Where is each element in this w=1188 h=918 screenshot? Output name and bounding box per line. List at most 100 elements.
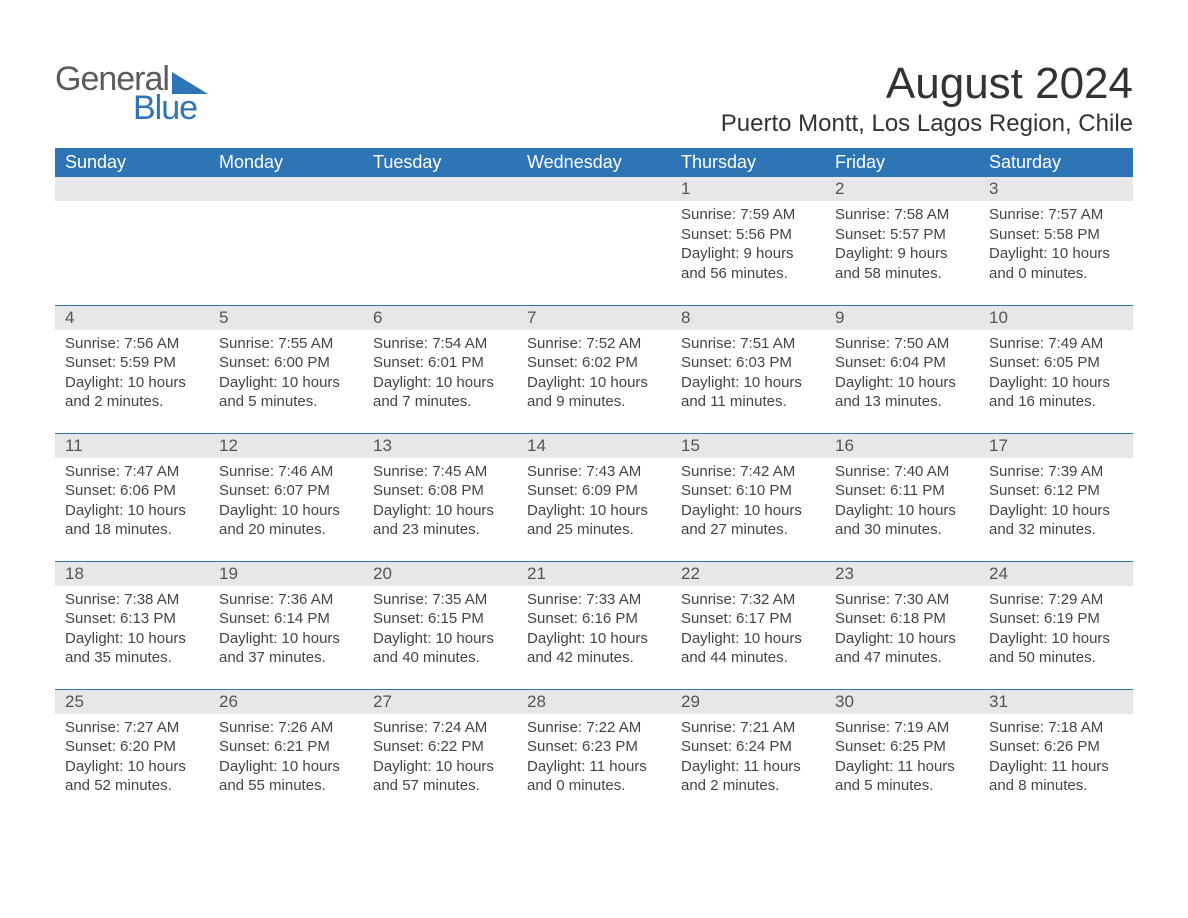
calendar-cell: 21Sunrise: 7:33 AMSunset: 6:16 PMDayligh… — [517, 561, 671, 689]
sunset-line: Sunset: 6:08 PM — [373, 481, 507, 501]
sunset-line: Sunset: 6:02 PM — [527, 353, 661, 373]
sunset-line: Sunset: 5:58 PM — [989, 225, 1123, 245]
sunrise-line: Sunrise: 7:45 AM — [373, 462, 507, 482]
day-number: 11 — [55, 434, 209, 458]
sunset-line: Sunset: 6:03 PM — [681, 353, 815, 373]
daylight-line: Daylight: 10 hours and 52 minutes. — [65, 757, 199, 796]
calendar-cell: 10Sunrise: 7:49 AMSunset: 6:05 PMDayligh… — [979, 305, 1133, 433]
sunrise-line: Sunrise: 7:59 AM — [681, 205, 815, 225]
weekday-header: Saturday — [979, 148, 1133, 177]
day-number-empty — [363, 177, 517, 201]
daylight-line: Daylight: 10 hours and 44 minutes. — [681, 629, 815, 668]
day-details: Sunrise: 7:36 AMSunset: 6:14 PMDaylight:… — [209, 586, 363, 678]
daylight-line: Daylight: 10 hours and 9 minutes. — [527, 373, 661, 412]
sunrise-line: Sunrise: 7:39 AM — [989, 462, 1123, 482]
page-location: Puerto Montt, Los Lagos Region, Chile — [721, 110, 1133, 138]
sunset-line: Sunset: 6:06 PM — [65, 481, 199, 501]
day-number: 13 — [363, 434, 517, 458]
day-details: Sunrise: 7:22 AMSunset: 6:23 PMDaylight:… — [517, 714, 671, 806]
sunset-line: Sunset: 6:24 PM — [681, 737, 815, 757]
day-number: 15 — [671, 434, 825, 458]
daylight-line: Daylight: 10 hours and 55 minutes. — [219, 757, 353, 796]
sunset-line: Sunset: 5:59 PM — [65, 353, 199, 373]
sunrise-line: Sunrise: 7:22 AM — [527, 718, 661, 738]
calendar-cell: 31Sunrise: 7:18 AMSunset: 6:26 PMDayligh… — [979, 689, 1133, 817]
day-details: Sunrise: 7:59 AMSunset: 5:56 PMDaylight:… — [671, 201, 825, 293]
daylight-line: Daylight: 11 hours and 5 minutes. — [835, 757, 969, 796]
day-number: 3 — [979, 177, 1133, 201]
calendar-cell: 20Sunrise: 7:35 AMSunset: 6:15 PMDayligh… — [363, 561, 517, 689]
day-details: Sunrise: 7:50 AMSunset: 6:04 PMDaylight:… — [825, 330, 979, 422]
day-number: 30 — [825, 690, 979, 714]
sunset-line: Sunset: 6:17 PM — [681, 609, 815, 629]
day-details: Sunrise: 7:24 AMSunset: 6:22 PMDaylight:… — [363, 714, 517, 806]
day-details: Sunrise: 7:54 AMSunset: 6:01 PMDaylight:… — [363, 330, 517, 422]
weekday-header: Friday — [825, 148, 979, 177]
day-number: 14 — [517, 434, 671, 458]
day-details: Sunrise: 7:51 AMSunset: 6:03 PMDaylight:… — [671, 330, 825, 422]
day-details: Sunrise: 7:52 AMSunset: 6:02 PMDaylight:… — [517, 330, 671, 422]
sunset-line: Sunset: 6:11 PM — [835, 481, 969, 501]
calendar-cell: 15Sunrise: 7:42 AMSunset: 6:10 PMDayligh… — [671, 433, 825, 561]
day-number: 21 — [517, 562, 671, 586]
calendar-cell: 6Sunrise: 7:54 AMSunset: 6:01 PMDaylight… — [363, 305, 517, 433]
day-details: Sunrise: 7:57 AMSunset: 5:58 PMDaylight:… — [979, 201, 1133, 293]
day-details: Sunrise: 7:56 AMSunset: 5:59 PMDaylight:… — [55, 330, 209, 422]
day-number-empty — [517, 177, 671, 201]
day-number: 29 — [671, 690, 825, 714]
sunrise-line: Sunrise: 7:36 AM — [219, 590, 353, 610]
day-details: Sunrise: 7:40 AMSunset: 6:11 PMDaylight:… — [825, 458, 979, 550]
calendar-cell: 16Sunrise: 7:40 AMSunset: 6:11 PMDayligh… — [825, 433, 979, 561]
sunset-line: Sunset: 5:57 PM — [835, 225, 969, 245]
sunrise-line: Sunrise: 7:58 AM — [835, 205, 969, 225]
daylight-line: Daylight: 10 hours and 0 minutes. — [989, 244, 1123, 283]
day-number: 20 — [363, 562, 517, 586]
day-number: 1 — [671, 177, 825, 201]
day-number: 4 — [55, 306, 209, 330]
day-number: 23 — [825, 562, 979, 586]
calendar-cell: 7Sunrise: 7:52 AMSunset: 6:02 PMDaylight… — [517, 305, 671, 433]
day-details: Sunrise: 7:26 AMSunset: 6:21 PMDaylight:… — [209, 714, 363, 806]
calendar-cell: 11Sunrise: 7:47 AMSunset: 6:06 PMDayligh… — [55, 433, 209, 561]
daylight-line: Daylight: 10 hours and 50 minutes. — [989, 629, 1123, 668]
daylight-line: Daylight: 11 hours and 8 minutes. — [989, 757, 1123, 796]
daylight-line: Daylight: 10 hours and 13 minutes. — [835, 373, 969, 412]
calendar-cell: 27Sunrise: 7:24 AMSunset: 6:22 PMDayligh… — [363, 689, 517, 817]
day-number: 27 — [363, 690, 517, 714]
sunset-line: Sunset: 6:07 PM — [219, 481, 353, 501]
day-details: Sunrise: 7:42 AMSunset: 6:10 PMDaylight:… — [671, 458, 825, 550]
day-details: Sunrise: 7:30 AMSunset: 6:18 PMDaylight:… — [825, 586, 979, 678]
sunrise-line: Sunrise: 7:49 AM — [989, 334, 1123, 354]
sunset-line: Sunset: 6:20 PM — [65, 737, 199, 757]
calendar-cell: 30Sunrise: 7:19 AMSunset: 6:25 PMDayligh… — [825, 689, 979, 817]
sunset-line: Sunset: 6:18 PM — [835, 609, 969, 629]
daylight-line: Daylight: 10 hours and 30 minutes. — [835, 501, 969, 540]
sunrise-line: Sunrise: 7:27 AM — [65, 718, 199, 738]
calendar-cell: 29Sunrise: 7:21 AMSunset: 6:24 PMDayligh… — [671, 689, 825, 817]
day-details: Sunrise: 7:29 AMSunset: 6:19 PMDaylight:… — [979, 586, 1133, 678]
day-details: Sunrise: 7:32 AMSunset: 6:17 PMDaylight:… — [671, 586, 825, 678]
day-details: Sunrise: 7:33 AMSunset: 6:16 PMDaylight:… — [517, 586, 671, 678]
calendar-cell: 17Sunrise: 7:39 AMSunset: 6:12 PMDayligh… — [979, 433, 1133, 561]
sunset-line: Sunset: 6:13 PM — [65, 609, 199, 629]
sunrise-line: Sunrise: 7:54 AM — [373, 334, 507, 354]
day-number: 10 — [979, 306, 1133, 330]
calendar-cell: 12Sunrise: 7:46 AMSunset: 6:07 PMDayligh… — [209, 433, 363, 561]
sunset-line: Sunset: 6:26 PM — [989, 737, 1123, 757]
daylight-line: Daylight: 11 hours and 2 minutes. — [681, 757, 815, 796]
day-number: 18 — [55, 562, 209, 586]
sunrise-line: Sunrise: 7:35 AM — [373, 590, 507, 610]
day-number: 17 — [979, 434, 1133, 458]
day-number: 22 — [671, 562, 825, 586]
day-details: Sunrise: 7:43 AMSunset: 6:09 PMDaylight:… — [517, 458, 671, 550]
day-details: Sunrise: 7:39 AMSunset: 6:12 PMDaylight:… — [979, 458, 1133, 550]
day-details: Sunrise: 7:46 AMSunset: 6:07 PMDaylight:… — [209, 458, 363, 550]
day-details: Sunrise: 7:19 AMSunset: 6:25 PMDaylight:… — [825, 714, 979, 806]
day-number-empty — [209, 177, 363, 201]
sunset-line: Sunset: 5:56 PM — [681, 225, 815, 245]
sunset-line: Sunset: 6:12 PM — [989, 481, 1123, 501]
calendar-table: SundayMondayTuesdayWednesdayThursdayFrid… — [55, 148, 1133, 817]
calendar-cell: 3Sunrise: 7:57 AMSunset: 5:58 PMDaylight… — [979, 177, 1133, 305]
daylight-line: Daylight: 10 hours and 20 minutes. — [219, 501, 353, 540]
weekday-header: Tuesday — [363, 148, 517, 177]
